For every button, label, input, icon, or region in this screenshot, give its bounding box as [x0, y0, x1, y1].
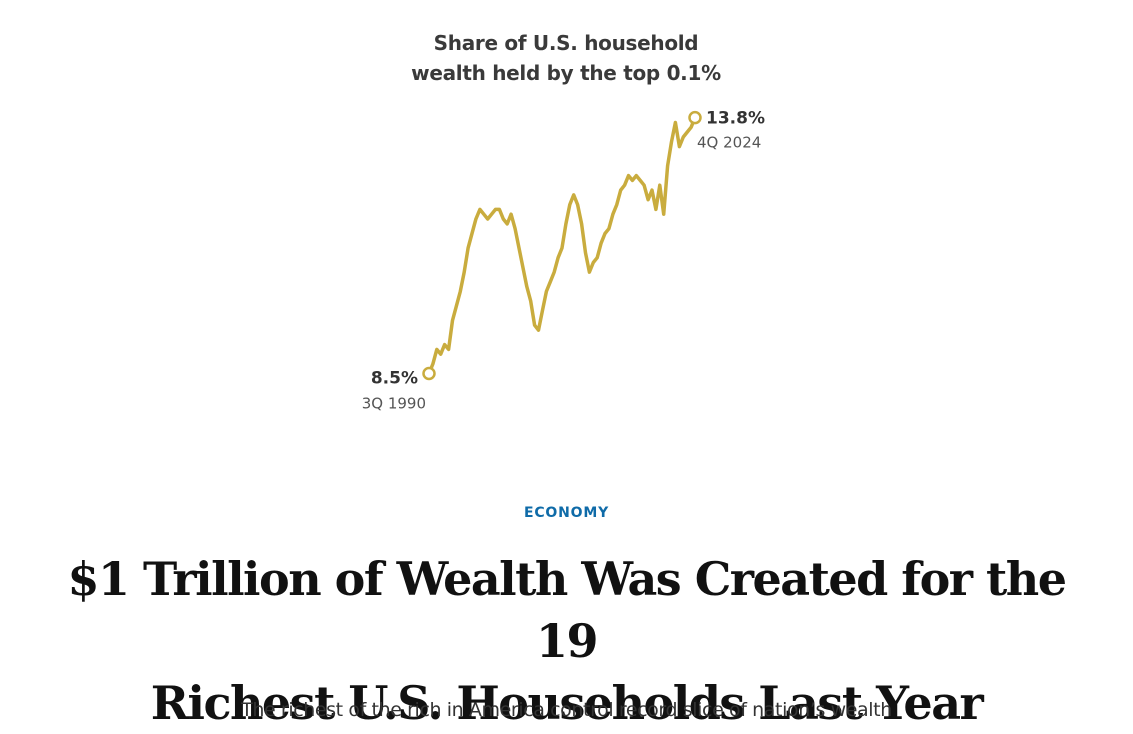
headline-line-2: Richest U.S. Households Last Year	[150, 676, 984, 730]
article-dek: The richest of the rich in America contr…	[241, 699, 892, 721]
end-value-label: 13.8%	[706, 109, 765, 129]
start-date-label: 3Q 1990	[362, 395, 426, 413]
section-label[interactable]: ECONOMY	[523, 505, 610, 521]
chart-title-line-2: wealth held by the top 0.1%	[411, 61, 721, 85]
headline-line-1: $1 Trillion of Wealth Was Created for th…	[67, 552, 1067, 668]
headline: $1 Trillion of Wealth Was Created for th…	[40, 548, 1093, 734]
start-value-label: 8.5%	[371, 369, 418, 389]
end-point-marker	[688, 110, 702, 125]
end-date-label: 4Q 2024	[697, 134, 761, 152]
chart-title-line-1: Share of U.S. household	[433, 31, 699, 55]
chart-title: Share of U.S. household wealth held by t…	[366, 28, 766, 88]
start-point-marker	[422, 366, 436, 381]
line-chart: 8.5% 3Q 1990 13.8% 4Q 2024	[362, 109, 765, 413]
series-line	[427, 115, 697, 376]
